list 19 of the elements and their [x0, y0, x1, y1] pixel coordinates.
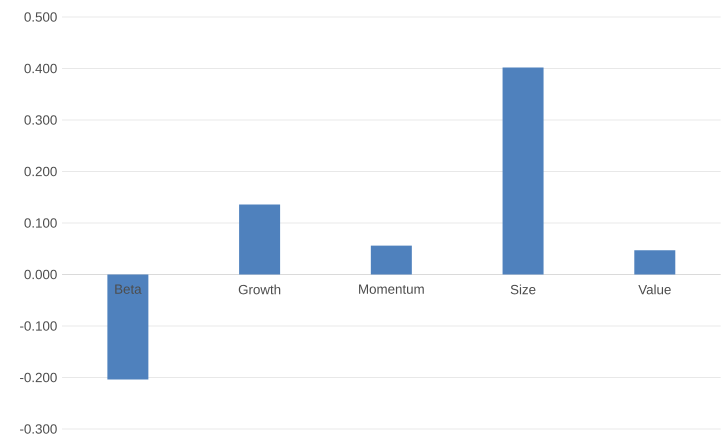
y-tick-label: -0.300	[20, 424, 57, 434]
y-tick-label: 0.000	[24, 270, 57, 280]
y-tick-label: 0.100	[24, 218, 57, 228]
y-tick-label: 0.300	[24, 115, 57, 125]
bar	[107, 274, 148, 380]
x-tick-label: Growth	[238, 284, 280, 294]
y-tick-label: 0.500	[24, 12, 57, 22]
x-tick-label: Beta	[115, 284, 142, 294]
y-tick-label: -0.200	[20, 372, 57, 382]
bar	[502, 67, 544, 274]
x-tick-label: Size	[510, 284, 536, 294]
bar	[239, 204, 280, 274]
y-tick-label: 0.400	[24, 64, 57, 74]
x-tick-label: Value	[638, 284, 671, 294]
bar	[370, 246, 412, 274]
y-tick-label: 0.200	[24, 166, 57, 176]
bar	[634, 250, 676, 274]
y-tick-label: -0.100	[20, 321, 57, 331]
x-tick-label: Momentum	[359, 284, 424, 294]
